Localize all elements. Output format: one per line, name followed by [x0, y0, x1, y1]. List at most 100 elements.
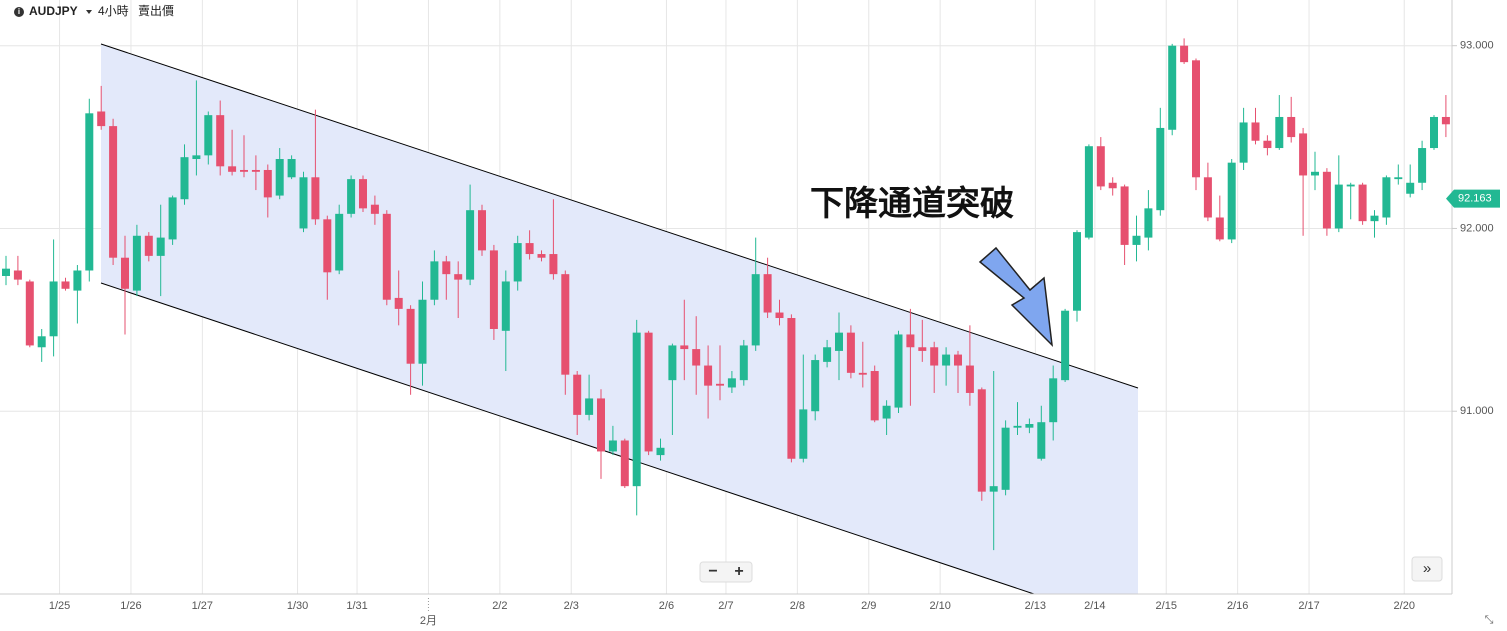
candle-body: [1322, 171, 1331, 229]
scroll-latest-icon[interactable]: »: [1423, 560, 1431, 577]
candle-body: [513, 243, 522, 282]
channel-upper: [100, 43, 1139, 389]
candle-body: [965, 365, 974, 393]
channel-lower: [100, 282, 1035, 595]
candle-body: [228, 166, 237, 172]
candle-body: [287, 159, 296, 178]
candle-body: [1168, 45, 1177, 130]
candle-body: [1001, 427, 1010, 490]
last-price-tag: [1446, 189, 1500, 208]
x-tick-label: 2/16: [1227, 600, 1248, 612]
candle-body: [1370, 215, 1379, 222]
candle-body: [1334, 184, 1343, 229]
candle-body: [537, 254, 546, 258]
candle-body: [644, 332, 653, 452]
candle-body: [585, 398, 594, 415]
x-tick-label: 2/3: [564, 600, 579, 612]
y-tick-label: 91.000: [1460, 405, 1494, 417]
candle-body: [704, 365, 713, 386]
candle-body: [1311, 171, 1319, 176]
candle-body: [918, 347, 927, 351]
candle-body: [13, 270, 22, 280]
candle-body: [894, 334, 903, 408]
candle-body: [1013, 425, 1022, 428]
candle-body: [466, 210, 475, 280]
candle-body: [751, 274, 760, 346]
candles: [2, 38, 1450, 551]
candle-body: [930, 347, 939, 366]
candle-body: [156, 237, 165, 256]
x-tick-label: 2/9: [861, 600, 876, 612]
candle-body: [727, 378, 736, 388]
candle-body: [299, 177, 308, 229]
x-tick-label: 2/15: [1156, 600, 1177, 612]
candle-body: [561, 274, 570, 375]
x-tick-label: 2/13: [1025, 600, 1046, 612]
candle-body: [442, 261, 451, 275]
x-tick-label: 2/20: [1394, 600, 1415, 612]
candle-body: [989, 486, 998, 492]
x-tick-label: 2/2: [492, 600, 507, 612]
candle-body: [1394, 177, 1403, 180]
candle-body: [1299, 133, 1308, 176]
candle-body: [1358, 184, 1367, 222]
candle-body: [1096, 146, 1105, 187]
candle-body: [1227, 162, 1236, 240]
candle-body: [180, 157, 189, 200]
x-tick-label: 2/14: [1084, 600, 1105, 612]
channel-fill: [101, 44, 1138, 594]
candle-body: [549, 254, 558, 275]
y-tick-label: 93.000: [1460, 40, 1494, 52]
candle-body: [775, 312, 784, 319]
candle-body: [608, 440, 617, 452]
candle-body: [275, 159, 284, 196]
last-price-label: 92.163: [1458, 193, 1492, 205]
zoom-out[interactable]: −: [708, 563, 717, 580]
candle-body: [359, 179, 367, 209]
candle-body: [954, 354, 962, 366]
candle-body: [1346, 184, 1355, 187]
candle-body: [823, 347, 832, 362]
candle-body: [144, 235, 153, 256]
candle-body: [1144, 208, 1153, 238]
resize-icon[interactable]: ⤡: [1485, 614, 1494, 626]
zoom-in[interactable]: +: [734, 563, 743, 580]
x-tick-label: 1/25: [49, 600, 70, 612]
candle-body: [240, 169, 248, 172]
candle-body: [1382, 177, 1391, 218]
candle-body: [846, 332, 855, 373]
symbol-caret[interactable]: [86, 10, 92, 14]
candle-body: [668, 345, 677, 381]
scroll-latest-button[interactable]: [1411, 556, 1443, 582]
candle-body: [1215, 217, 1224, 240]
candle-body: [1239, 122, 1248, 163]
candle-body: [632, 332, 641, 487]
candle-body: [192, 155, 201, 160]
candle-body: [1263, 140, 1272, 149]
candle-body: [216, 115, 225, 167]
candle-body: [85, 113, 94, 271]
candle-body: [2, 268, 10, 276]
candle-body: [501, 281, 510, 331]
candle-body: [370, 204, 379, 214]
candle-body: [1287, 116, 1296, 138]
candle-body: [1251, 122, 1260, 141]
candle-body: [1156, 127, 1165, 211]
candle-body: [454, 274, 463, 280]
x-tick-label: 1/31: [346, 600, 367, 612]
candle-body: [692, 349, 701, 366]
candle-body: [1061, 310, 1070, 381]
candle-body: [942, 354, 951, 366]
candle-body: [1108, 182, 1117, 189]
symbol[interactable]: AUDJPY: [29, 4, 78, 18]
candle-body: [763, 274, 772, 313]
candle-body: [323, 219, 332, 273]
candle-body: [787, 318, 796, 459]
x-tick-label: 1/30: [287, 600, 308, 612]
candle-body: [680, 345, 689, 350]
candle-body: [1073, 232, 1081, 311]
candle-body: [61, 281, 70, 289]
candle-body: [25, 281, 34, 346]
info-icon: [14, 7, 24, 17]
